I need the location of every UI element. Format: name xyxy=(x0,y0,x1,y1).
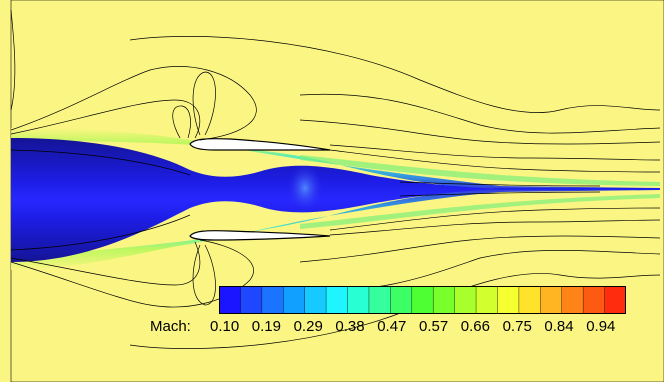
colorbar-segment xyxy=(368,286,391,314)
shear-layer-upper xyxy=(11,128,660,190)
colorbar-tick-label: 0.38 xyxy=(335,318,365,335)
colorbar-segment xyxy=(518,286,541,314)
colorbar-tick-label: 0.84 xyxy=(544,318,574,335)
colorbar-segment xyxy=(240,286,263,314)
colorbar-segment xyxy=(261,286,284,314)
colorbar-tick-label: 0.19 xyxy=(251,318,281,335)
colorbar-segment xyxy=(433,286,456,314)
colorbar-segment xyxy=(561,286,584,314)
colorbar-tick-label: 0.94 xyxy=(586,318,616,335)
shear-layer-lower xyxy=(11,188,660,270)
colorbar-tick-label: 0.75 xyxy=(502,318,532,335)
colorbar-tick-label: 0.66 xyxy=(460,318,490,335)
colorbar-segment xyxy=(583,286,606,314)
plume-bulge xyxy=(287,164,323,212)
colorbar-variable-label: Mach: xyxy=(150,318,191,335)
colorbar-tick-label: 0.57 xyxy=(419,318,449,335)
core-jet-plume xyxy=(11,138,500,262)
colorbar-border xyxy=(219,286,626,314)
colorbar-segment xyxy=(604,286,626,314)
colorbar-segment xyxy=(390,286,413,314)
colorbar-tick-label: 0.47 xyxy=(377,318,407,335)
colorbar-tick-labels: 0.10 0.19 0.29 0.38 0.47 0.57 0.66 0.75 0.84 0.94 xyxy=(210,318,630,338)
colorbar-segment xyxy=(497,286,520,314)
colorbar-tick-label: 0.10 xyxy=(210,318,240,335)
colorbar-segment xyxy=(454,286,477,314)
colorbar-segment xyxy=(283,286,306,314)
mach-colorbar xyxy=(219,286,626,314)
colorbar-segment xyxy=(326,286,349,314)
colorbar-segment xyxy=(476,286,498,314)
colorbar-segment xyxy=(219,286,241,314)
colorbar-segment xyxy=(304,286,327,314)
colorbar-segment xyxy=(540,286,563,314)
colorbar-tick-label: 0.29 xyxy=(293,318,323,335)
nacelle-lower xyxy=(189,230,331,241)
colorbar-segment xyxy=(411,286,434,314)
colorbar-segment xyxy=(347,286,370,314)
